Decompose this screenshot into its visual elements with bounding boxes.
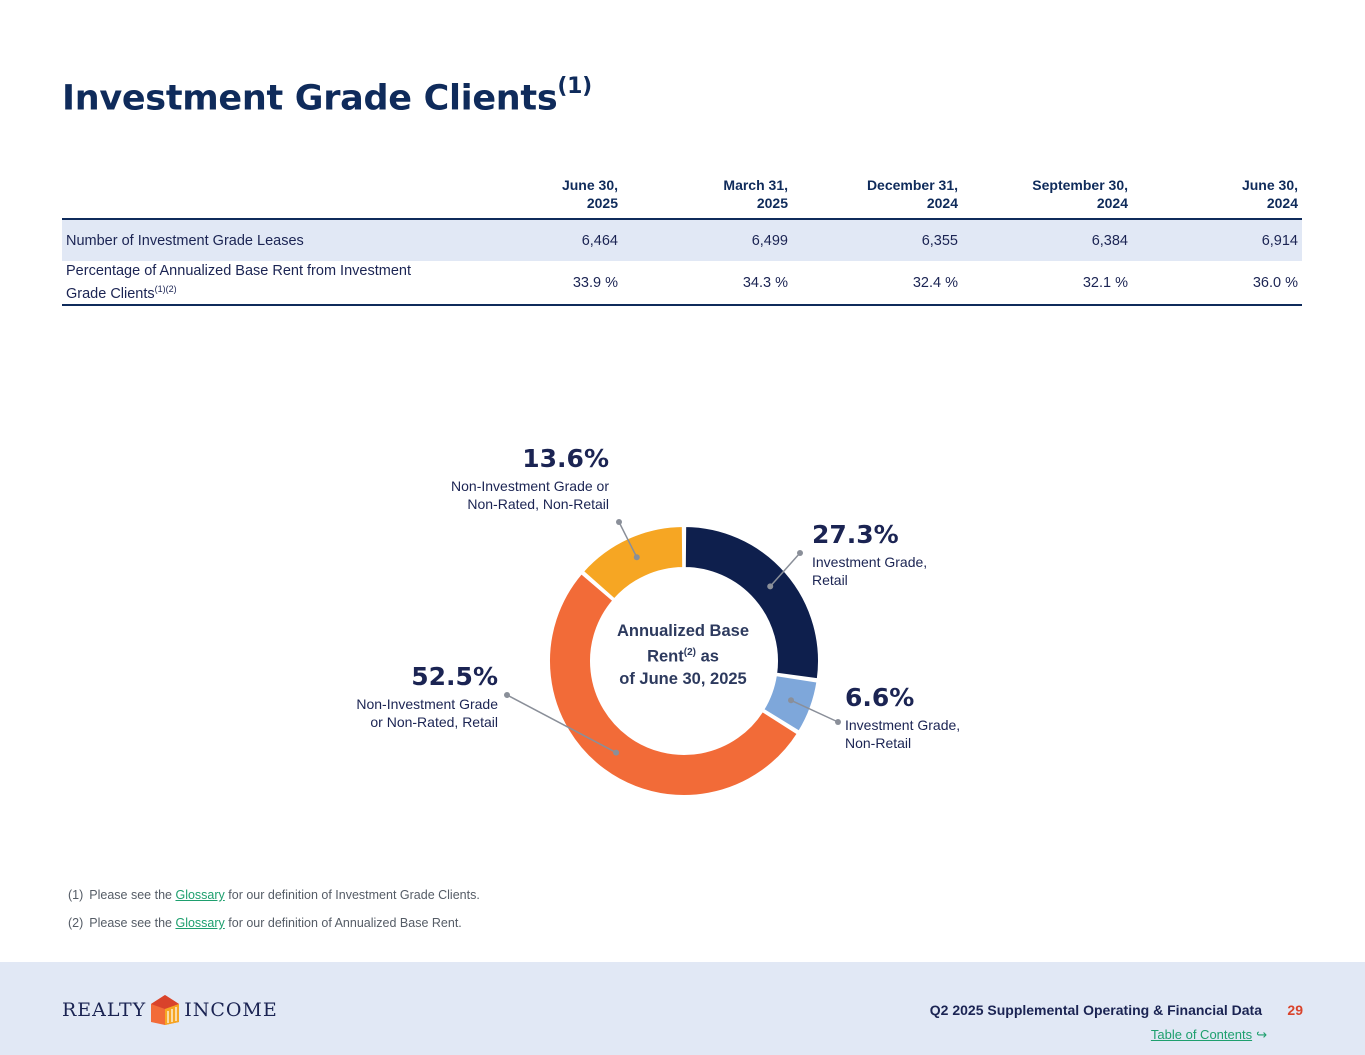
slice-callout-non-ig-non-retail: 13.6% Non-Investment Grade or Non-Rated, …	[451, 444, 609, 513]
return-arrow-icon: ↪	[1256, 1027, 1267, 1042]
row-label: Percentage of Annualized Base Rent from …	[62, 261, 452, 306]
leader-dot	[504, 692, 510, 698]
donut-slice	[683, 524, 820, 681]
page-number: 29	[1287, 1002, 1303, 1018]
column-header: June 30, 2024	[1132, 176, 1302, 220]
slice-callout-non-ig-retail: 52.5% Non-Investment Grade or Non-Rated, …	[356, 662, 498, 731]
donut-slice	[548, 571, 800, 797]
table-of-contents-link[interactable]: Table of Contents ↪	[1150, 1027, 1267, 1042]
table-row: Percentage of Annualized Base Rent from …	[62, 261, 1302, 306]
slice-description: Investment Grade, Retail	[812, 554, 928, 588]
row-label: Number of Investment Grade Leases	[62, 219, 452, 261]
investment-grade-table: June 30, 2025 March 31, 2025 December 31, 2…	[62, 176, 1302, 306]
table-cell: 6,355	[792, 219, 962, 261]
leader-dot	[633, 554, 640, 561]
leader-dot	[788, 697, 795, 704]
table-header-row: June 30, 2025 March 31, 2025 December 31, 2…	[62, 176, 1302, 220]
table-cell: 34.3 %	[622, 261, 792, 306]
leader-dot	[835, 719, 841, 725]
leader-dot	[613, 749, 620, 756]
glossary-link[interactable]: Glossary	[175, 888, 225, 902]
footnote: (1) Please see the Glossary for our defin…	[68, 888, 480, 902]
slice-callout-investment-grade-non-retail: 6.6% Investment Grade, Non-Retail	[845, 683, 960, 752]
slice-percent-label: 52.5%	[411, 662, 498, 691]
slice-percent-label: 27.3%	[812, 520, 899, 549]
realty-income-logo: REALTY INCOME	[62, 994, 278, 1026]
glossary-link[interactable]: Glossary	[175, 916, 225, 930]
donut-center-label: Annualized Base Rent(2) as of June 30, 2…	[616, 622, 750, 688]
table-cell: 32.1 %	[962, 261, 1132, 306]
document-title: Q2 2025 Supplemental Operating & Financi…	[929, 1002, 1262, 1018]
leader-line	[769, 552, 801, 587]
leader-dot	[616, 519, 622, 525]
page-title-text: Investment Grade Clients	[62, 78, 558, 119]
slice-percent-label: 13.6%	[522, 444, 609, 473]
table-cell: 6,499	[622, 219, 792, 261]
donut-slice	[761, 674, 819, 733]
donut-slice	[581, 524, 685, 601]
column-header: March 31, 2025	[622, 176, 792, 220]
logo-mark-icon	[151, 995, 180, 1025]
table-cell: 36.0 %	[1132, 261, 1302, 306]
leader-line	[618, 521, 638, 558]
leader-line	[790, 699, 839, 723]
column-header: December 31, 2024	[792, 176, 962, 220]
leader-dot	[767, 583, 774, 590]
footnotes: (1) Please see the Glossary for our defin…	[68, 888, 480, 944]
leader-line	[506, 694, 617, 754]
page-footer: REALTY INCOME Q2 2025 Supplemental Opera…	[0, 962, 1365, 1055]
column-header: June 30, 2025	[452, 176, 622, 220]
table-header-blank	[62, 176, 452, 220]
table-cell: 6,914	[1132, 219, 1302, 261]
slice-callout-investment-grade-retail: 27.3% Investment Grade, Retail	[812, 520, 927, 589]
table-cell: 33.9 %	[452, 261, 622, 306]
page-title: Investment Grade Clients(1)	[62, 74, 592, 119]
slice-description: Investment Grade, Non-Retail	[845, 717, 961, 751]
table-cell: 6,384	[962, 219, 1132, 261]
page-title-footnote: (1)	[557, 74, 592, 99]
table-cell: 32.4 %	[792, 261, 962, 306]
table-row: Number of Investment Grade Leases 6,464 …	[62, 219, 1302, 261]
slice-description: Non-Investment Grade or Non-Rated, Retail	[356, 696, 498, 730]
footnote: (2) Please see the Glossary for our defin…	[68, 916, 462, 930]
leader-dot	[797, 550, 803, 556]
slice-description: Non-Investment Grade or Non-Rated, Non-Re…	[451, 478, 609, 512]
slice-percent-label: 6.6%	[845, 683, 915, 712]
table-cell: 6,464	[452, 219, 622, 261]
column-header: September 30, 2024	[962, 176, 1132, 220]
